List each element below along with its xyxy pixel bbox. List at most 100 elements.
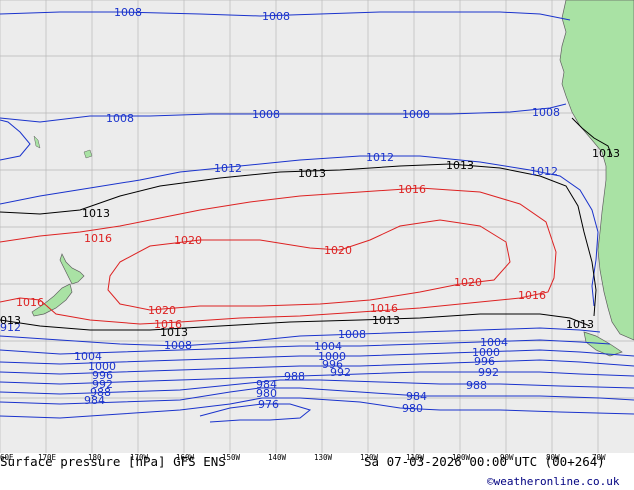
- isobar-1013-coast: [571, 117, 613, 157]
- lon-tick: 140W: [268, 453, 287, 462]
- label-1008: 1008: [532, 106, 560, 119]
- fiji-islands: [83, 149, 93, 159]
- label-1004: 1004: [74, 350, 102, 363]
- lon-tick: 160W: [176, 453, 195, 462]
- isobar-1004: [0, 339, 611, 355]
- label-1020: 1020: [454, 276, 482, 289]
- isobars: [0, 11, 634, 423]
- isobar-1020: [107, 219, 511, 311]
- label-1008: 1008: [164, 339, 192, 352]
- label-1004: 1004: [480, 336, 508, 349]
- label-984: 984: [406, 390, 427, 403]
- lon-tick: 70W: [592, 453, 606, 462]
- lon-tick: 110W: [406, 453, 425, 462]
- label-988: 988: [466, 379, 487, 392]
- label-1013: 1013: [446, 159, 474, 172]
- ocean-background: [0, 0, 634, 453]
- label-1012: 1012: [214, 162, 242, 175]
- label-1013: 1013: [592, 147, 620, 160]
- landmasses: [31, 0, 634, 357]
- site-credit[interactable]: ©weatheronline.co.uk: [487, 475, 620, 488]
- label-980: 980: [402, 402, 423, 415]
- graticule: [0, 0, 634, 453]
- label-996: 996: [322, 358, 343, 371]
- isobar-980: [0, 397, 634, 419]
- label-1013: 1013: [566, 318, 594, 331]
- label-013-left: 013: [0, 314, 21, 327]
- label-984: 984: [84, 394, 105, 407]
- label-1013: 1013: [82, 207, 110, 220]
- label-992: 992: [478, 366, 499, 379]
- lon-tick: 60E: [0, 453, 14, 462]
- new-zealand-north-island: [59, 253, 85, 285]
- label-992: 992: [330, 366, 351, 379]
- label-984: 984: [256, 378, 277, 391]
- isobar-1000: [0, 349, 634, 365]
- isobar-1016-outer: [0, 187, 557, 325]
- lon-tick: 120W: [360, 453, 379, 462]
- lon-tick: 170E: [38, 453, 57, 462]
- new-zealand-south-island: [31, 283, 73, 317]
- label-1016: 1016: [84, 232, 112, 245]
- label-996: 996: [92, 369, 113, 382]
- south-america-land: [559, 0, 634, 341]
- label-1016: 1016: [16, 296, 44, 309]
- label-976: 976: [258, 398, 279, 411]
- label-1008: 1008: [114, 6, 142, 19]
- status-row: Surface pressure [hPa] GFS ENS Sa 07-03-…: [0, 454, 634, 470]
- label-1016: 1016: [154, 318, 182, 331]
- label-1013: 1013: [298, 167, 326, 180]
- isobar-976: [199, 403, 312, 423]
- lon-tick: 80W: [546, 453, 560, 462]
- lon-tick: 100W: [452, 453, 471, 462]
- label-1008: 1008: [262, 10, 290, 23]
- map-title: Surface pressure [hPa] GFS ENS: [0, 454, 226, 469]
- isobar-1013: [0, 163, 597, 317]
- label-1012: 1012: [366, 151, 394, 164]
- label-1008: 1008: [106, 112, 134, 125]
- lon-tick: 170W: [130, 453, 149, 462]
- label-1016: 1016: [398, 183, 426, 196]
- isobar-1013-south: [0, 313, 591, 331]
- isobar-988: [0, 379, 634, 395]
- isobar-984: [0, 387, 634, 405]
- label-1008: 1008: [338, 328, 366, 341]
- lon-tick: 150W: [222, 453, 241, 462]
- lon-tick: 180: [88, 453, 102, 462]
- isobar-1008-top: [0, 11, 571, 21]
- credit-row: ©weatheronline.co.uk: [0, 475, 634, 489]
- label-1020: 1020: [324, 244, 352, 257]
- label-988: 988: [90, 386, 111, 399]
- label-1000: 1000: [472, 346, 500, 359]
- label-1004: 1004: [314, 340, 342, 353]
- label-912: 912: [0, 321, 21, 334]
- label-1012: 1012: [530, 165, 558, 178]
- longitude-tick-row: 60E 170E 180 170W 160W 150W 140W 130W 12…: [0, 453, 634, 466]
- label-1020: 1020: [174, 234, 202, 247]
- label-1016: 1016: [518, 289, 546, 302]
- label-1013: 1013: [372, 314, 400, 327]
- label-1008: 1008: [402, 108, 430, 121]
- vanuatu-islands: [33, 135, 41, 149]
- isobar-1012: [0, 155, 599, 307]
- valid-time: Sa 07-03-2026 00:00 UTC (00+264): [364, 454, 605, 469]
- isobar-1008-left-lobe: [0, 119, 31, 161]
- isobar-996: [0, 359, 634, 375]
- isobar-1008-south: [0, 327, 601, 347]
- label-1013: 1013: [160, 326, 188, 339]
- label-980: 980: [256, 387, 277, 400]
- lon-tick: 130W: [314, 453, 333, 462]
- isobar-labels: 1008 1008 1008 1008 1008 1008 1012 1012 …: [0, 6, 620, 415]
- label-1000: 1000: [88, 360, 116, 373]
- isobar-992: [0, 371, 634, 385]
- lon-tick: 90W: [500, 453, 514, 462]
- label-992: 992: [92, 378, 113, 391]
- pressure-map[interactable]: 1008 1008 1008 1008 1008 1008 1012 1012 …: [0, 0, 634, 453]
- isobar-1008-upper: [0, 103, 567, 123]
- map-footer: 60E 170E 180 170W 160W 150W 140W 130W 12…: [0, 453, 634, 490]
- label-1016: 1016: [370, 302, 398, 315]
- label-1000: 1000: [318, 350, 346, 363]
- label-996: 996: [474, 355, 495, 368]
- label-1020: 1020: [148, 304, 176, 317]
- label-1008: 1008: [252, 108, 280, 121]
